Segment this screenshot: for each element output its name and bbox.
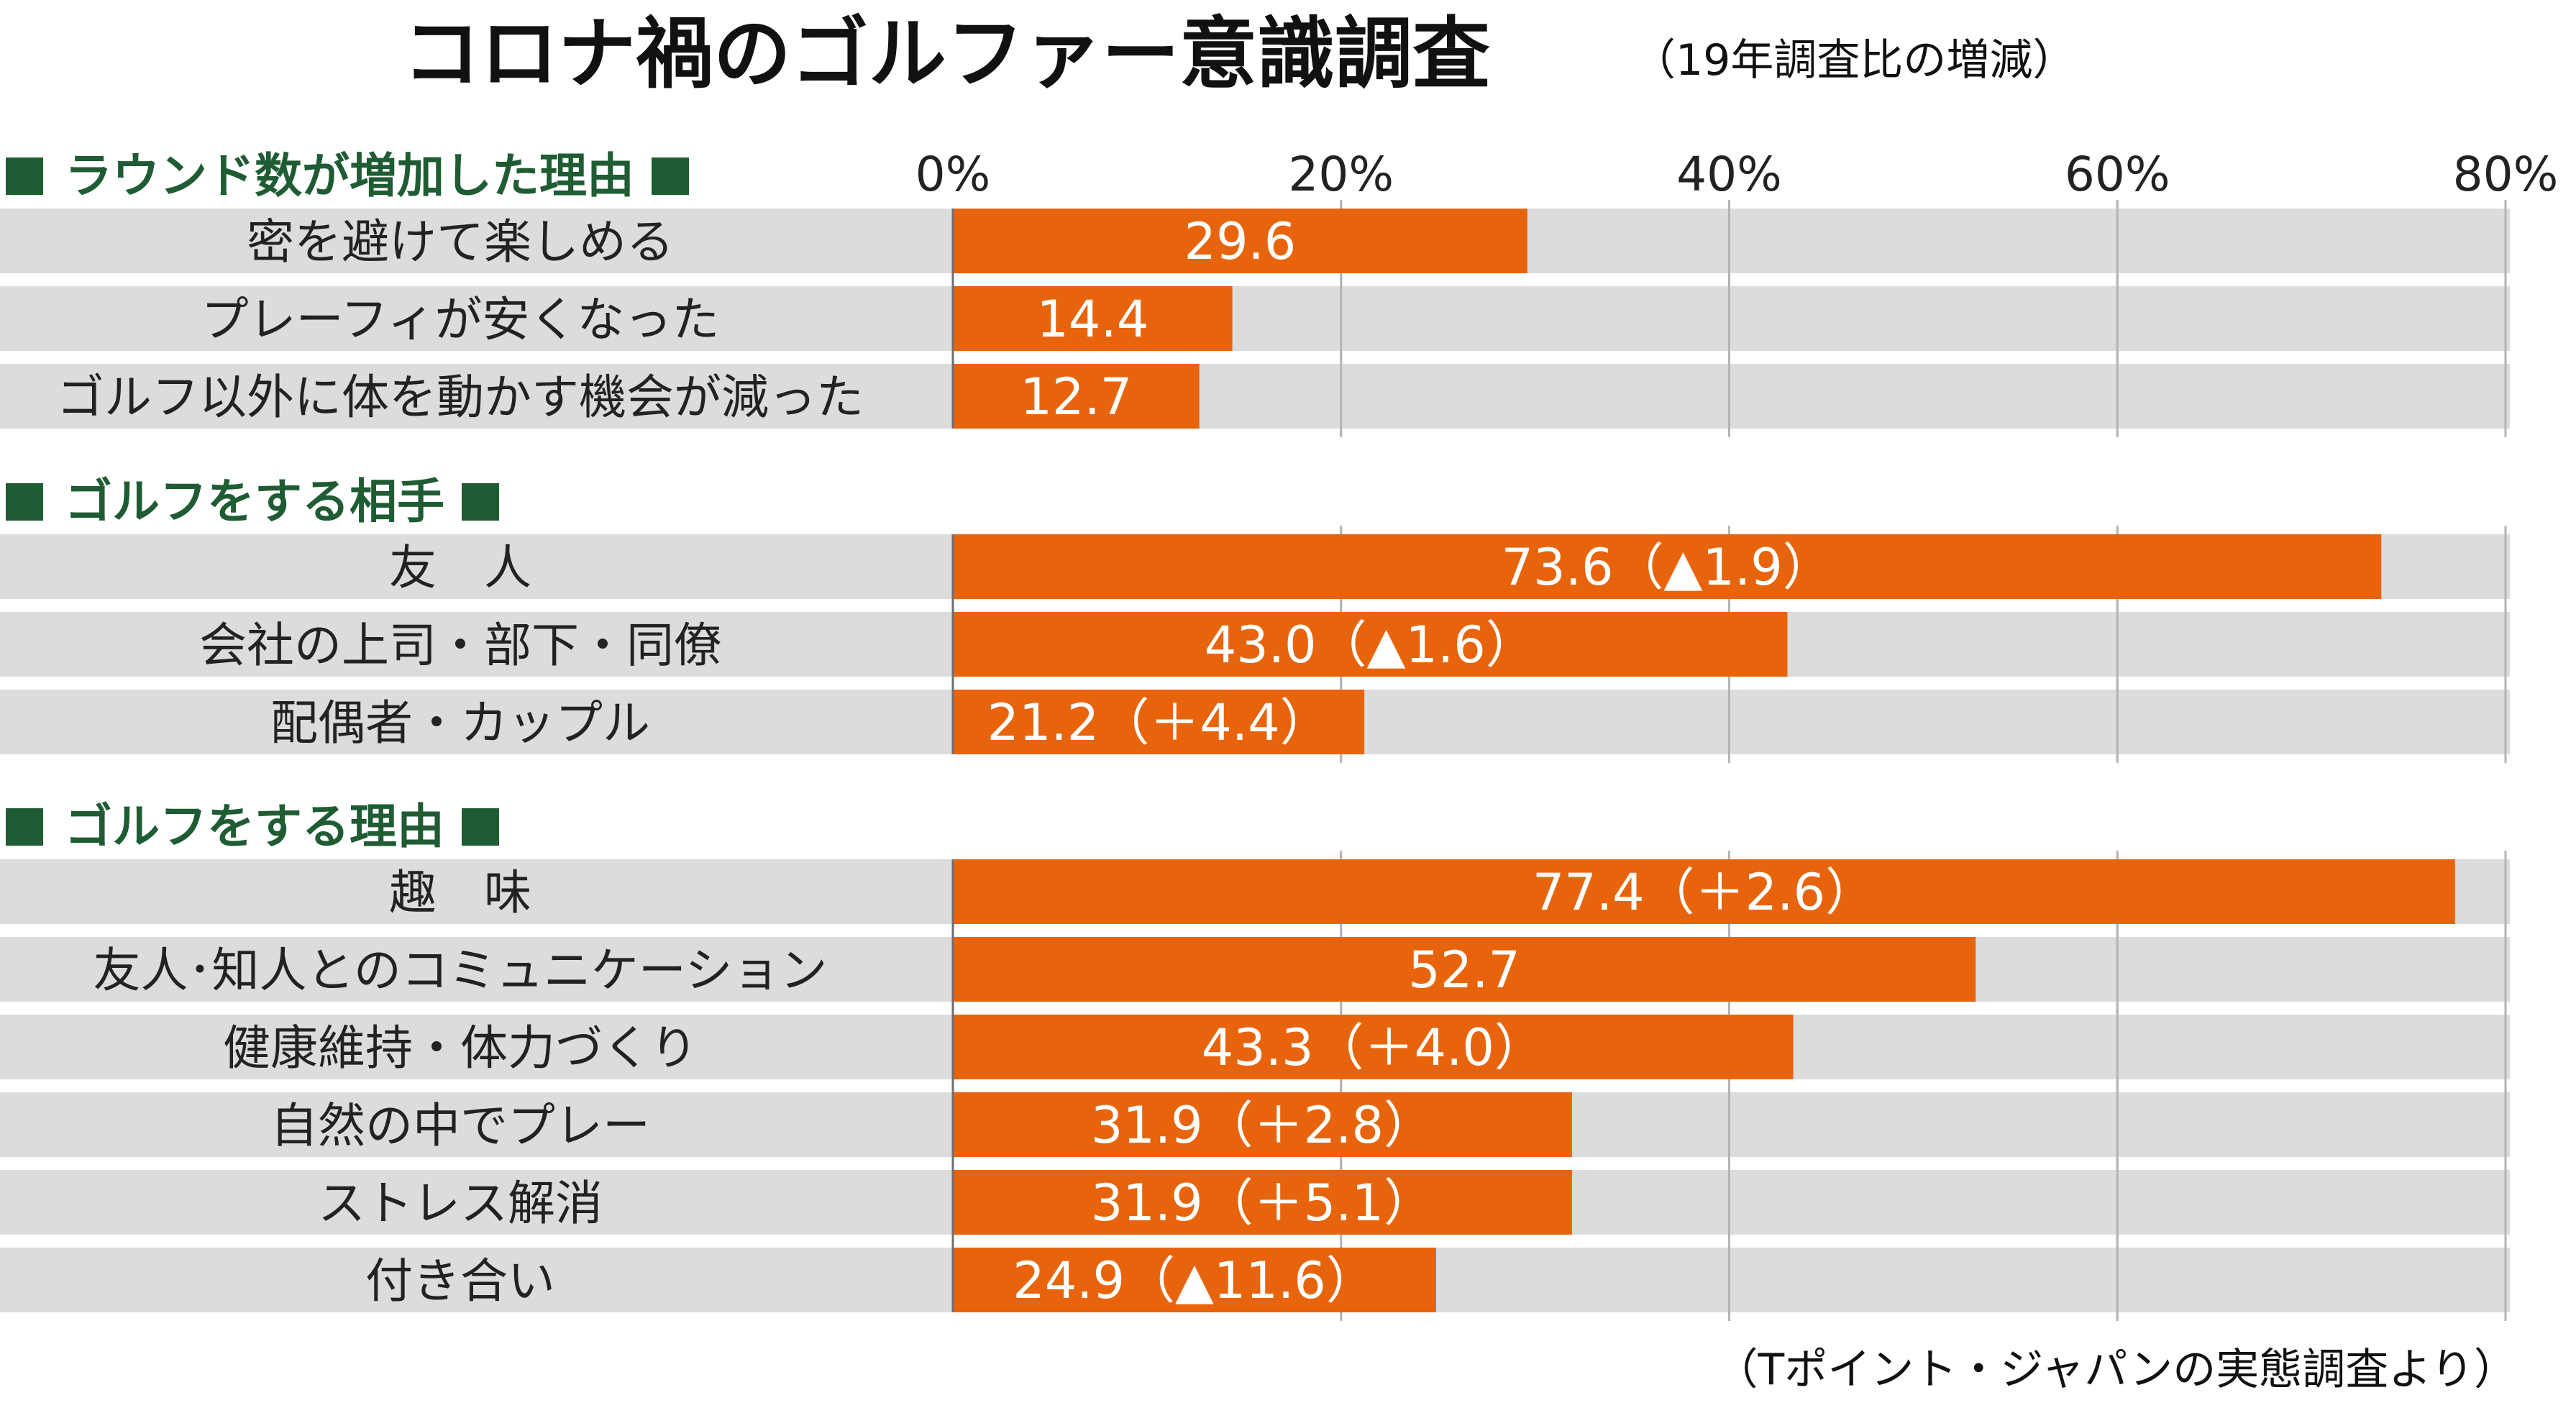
bar	[953, 1092, 1572, 1157]
bar	[953, 1248, 1436, 1312]
bar	[953, 859, 2455, 924]
x-tick-label: 60%	[2065, 147, 2170, 202]
row-background	[0, 364, 2510, 429]
bar	[953, 534, 2382, 599]
x-tick-label: 20%	[1288, 147, 1394, 202]
bar	[953, 612, 1788, 677]
bar-row: 健康維持・体力づくり 43.3（＋4.0）	[0, 1008, 2510, 1086]
bar-value-label: 77.4（＋2.6）	[1533, 863, 1876, 922]
source-note: （Tポイント・ジャパンの実態調査より）	[1715, 1345, 2517, 1395]
bar	[953, 937, 1976, 1002]
chart-title: コロナ禍のゴルファー意識調査	[403, 9, 1490, 99]
bar-value-label: 14.4	[1036, 290, 1148, 349]
row-label: プレーフィが安くなった	[201, 292, 720, 347]
bar	[953, 1015, 1794, 1079]
row-label: 自然の中でプレー	[270, 1098, 650, 1153]
bar	[953, 209, 1527, 273]
bar-row: 友 人 73.6（▲1.9）	[0, 528, 2510, 605]
x-tick-label: 80%	[2453, 147, 2559, 202]
x-tick-label: 0%	[915, 147, 991, 202]
bar	[953, 364, 1200, 429]
bar-row: 自然の中でプレー 31.9（＋2.8）	[0, 1086, 2510, 1163]
bar-row: 趣 味 77.4（＋2.6）	[0, 853, 2510, 930]
bar	[953, 286, 1233, 351]
section-title: ゴルフをする理由	[65, 799, 444, 854]
bar-value-label: 12.7	[1020, 367, 1132, 426]
bar-row: 付き合い 24.9（▲11.6）	[0, 1241, 2510, 1319]
row-label: 友 人	[389, 540, 531, 595]
bar-row: ゴルフ以外に体を動かす機会が減った 12.7	[0, 357, 2510, 435]
row-label: 会社の上司・部下・同僚	[199, 618, 721, 673]
bar-value-label: 31.9（＋2.8）	[1091, 1096, 1434, 1155]
bar-row: プレーフィが安くなった 14.4	[0, 280, 2510, 357]
bar	[953, 1170, 1572, 1235]
section-marker-right	[462, 808, 499, 846]
tick-labels: 0% 20% 40% 60% 80%	[915, 147, 2559, 202]
row-label: 趣 味	[389, 865, 531, 920]
row-label: ゴルフ以外に体を動かす機会が減った	[57, 370, 864, 425]
bar-value-label: 43.3（＋4.0）	[1202, 1018, 1545, 1077]
bar-row: 友人･知人とのコミュニケーション 52.7	[0, 930, 2510, 1008]
bar-row: 会社の上司・部下・同僚 43.0（▲1.6）	[0, 605, 2510, 683]
row-label: 付き合い	[365, 1253, 555, 1309]
row-label: 密を避けて楽しめる	[247, 214, 674, 270]
bar-value-label: 52.7	[1408, 941, 1520, 1000]
x-tick-label: 40%	[1676, 147, 1782, 202]
bar-value-label: 29.6	[1184, 212, 1296, 271]
bar-value-label: 24.9（▲11.6）	[1013, 1251, 1376, 1310]
row-background	[0, 286, 2510, 351]
bar-value-label: 31.9（＋5.1）	[1091, 1174, 1434, 1233]
section-marker-right	[652, 157, 689, 195]
bar-row: 配偶者・カップル 21.2（＋4.4）	[0, 683, 2510, 761]
bar-value-label: 21.2（＋4.4）	[987, 693, 1330, 752]
bar	[953, 690, 1365, 754]
chart-subtitle: （19年調査比の増減）	[1632, 35, 2075, 86]
section-marker-right	[462, 483, 499, 521]
bar-value-label: 73.6（▲1.9）	[1502, 538, 1833, 597]
bar-row: 密を避けて楽しめる 29.6	[0, 202, 2510, 280]
bar-value-label: 43.0（▲1.6）	[1205, 616, 1536, 675]
section-marker-left	[6, 157, 43, 195]
row-label: 友人･知人とのコミュニケーション	[93, 943, 827, 998]
section-marker-left	[6, 808, 43, 846]
row-label: ストレス解消	[318, 1176, 603, 1231]
row-label: 配偶者・カップル	[270, 695, 650, 751]
bar-row: ストレス解消 31.9（＋5.1）	[0, 1163, 2510, 1241]
section-title: ラウンド数が増加した理由	[65, 148, 634, 204]
row-label: 健康維持・体力づくり	[223, 1020, 698, 1076]
section-marker-left	[6, 483, 43, 521]
section-title: ゴルフをする相手	[65, 474, 444, 529]
